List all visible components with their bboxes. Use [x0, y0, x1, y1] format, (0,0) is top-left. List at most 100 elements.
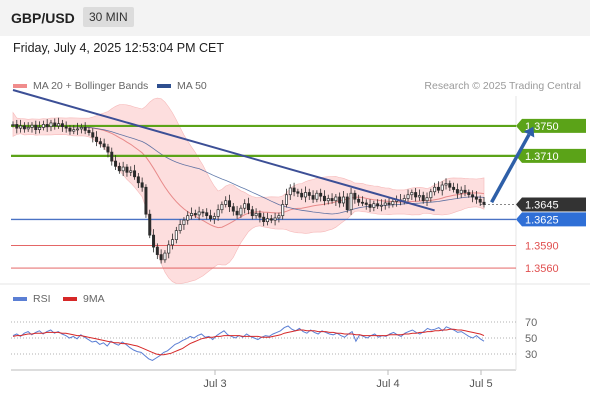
- candle-body: [140, 182, 144, 188]
- candle-body: [478, 198, 482, 203]
- candle-body: [482, 201, 486, 205]
- candle-body: [266, 218, 269, 223]
- candle-body: [136, 176, 140, 184]
- candle-body: [152, 234, 156, 248]
- candle-body: [193, 213, 197, 216]
- candle-body: [205, 212, 209, 217]
- candle-body: [296, 191, 300, 194]
- level-label-1.3625: 1.3625: [525, 214, 559, 226]
- candle-body: [417, 195, 421, 198]
- candle-body: [326, 198, 330, 202]
- candle-body: [364, 202, 368, 205]
- credit-text: Research © 2025 Trading Central: [424, 80, 581, 92]
- candle-body: [178, 224, 182, 231]
- candle-body: [76, 128, 80, 131]
- candle-body: [11, 124, 15, 126]
- rsi-series-9MA: [12, 328, 485, 356]
- candle-body: [288, 187, 292, 196]
- candle-body: [106, 146, 110, 153]
- candle-body: [391, 201, 395, 205]
- candle-body: [114, 160, 118, 167]
- candle-body: [201, 211, 205, 214]
- candle-body: [79, 127, 83, 130]
- candle-body: [360, 201, 364, 204]
- candle-body: [444, 183, 448, 186]
- candle-body: [209, 215, 213, 220]
- candle-body: [273, 217, 277, 221]
- candle-body: [303, 192, 307, 198]
- candle-body: [330, 198, 334, 202]
- candle-body: [414, 192, 418, 198]
- candle-body: [319, 192, 323, 197]
- candle-body: [387, 202, 391, 205]
- candle-body: [129, 170, 133, 173]
- timestamp: Friday, July 4, 2025 12:53:04 PM CET: [13, 41, 224, 55]
- level-tag-1.3625: [516, 212, 586, 227]
- candle-body: [448, 183, 452, 188]
- legend-9ma: 9MA: [63, 293, 105, 305]
- candle-body: [102, 143, 106, 148]
- candle-body: [433, 186, 437, 193]
- candle-body: [19, 125, 23, 129]
- candle-body: [357, 198, 361, 203]
- timeframe-button[interactable]: 30 MIN: [83, 7, 134, 27]
- level-label-1.3590: 1.3590: [525, 241, 559, 253]
- candle-body: [220, 204, 224, 211]
- candle-body: [269, 218, 273, 221]
- candle-body: [467, 192, 471, 196]
- x-tick-label: Jul 4: [376, 378, 399, 390]
- candle-body: [277, 215, 281, 219]
- legend-label-rsi: RSI: [33, 293, 51, 305]
- candle-body: [72, 129, 76, 132]
- legend-swatch-bollinger: [13, 84, 27, 88]
- candle-body: [425, 197, 429, 202]
- candle-body: [379, 204, 383, 207]
- candle-body: [421, 195, 425, 202]
- legend-swatch-ma50: [157, 84, 171, 88]
- candle-body: [30, 124, 34, 128]
- candle-body: [254, 213, 258, 217]
- candle-body: [474, 196, 478, 200]
- legend-label-ma50: MA 50: [177, 80, 207, 92]
- level-tag-1.3645: [516, 197, 586, 212]
- candle-body: [429, 191, 433, 199]
- candle-body: [455, 189, 459, 194]
- title-bar: GBP/USD 30 MIN: [0, 0, 590, 36]
- candle-body: [402, 198, 406, 202]
- legend-label-9ma: 9MA: [83, 293, 105, 305]
- candle-body: [57, 123, 61, 127]
- candle-body: [406, 194, 410, 199]
- candle-body: [383, 202, 387, 206]
- candle-body: [436, 186, 440, 191]
- forecast-arrow-shaft: [490, 133, 531, 204]
- legend-swatch-rsi: [13, 297, 27, 301]
- level-label-1.3560: 1.3560: [525, 263, 559, 275]
- candle-body: [376, 203, 380, 207]
- candle-body: [95, 136, 99, 142]
- level-label-1.3645: 1.3645: [525, 199, 559, 211]
- candle-body: [155, 246, 159, 255]
- candle-body: [167, 244, 171, 254]
- candle-body: [87, 130, 91, 134]
- candle-body: [311, 195, 315, 200]
- level-label-1.3710: 1.3710: [525, 151, 559, 163]
- candle-body: [41, 124, 45, 128]
- rsi-tick-50: 50: [525, 333, 537, 345]
- candle-body: [53, 122, 57, 127]
- candle-body: [64, 126, 68, 129]
- symbol-title: GBP/USD: [11, 10, 75, 26]
- candle-body: [372, 203, 376, 208]
- candle-body: [171, 239, 175, 246]
- candle-body: [159, 254, 163, 261]
- level-tag-1.3710: [516, 148, 586, 163]
- candle-body: [459, 189, 463, 194]
- candle-body: [338, 196, 342, 204]
- trendline: [12, 89, 435, 212]
- candle-body: [284, 194, 288, 205]
- candle-body: [300, 192, 304, 198]
- candle-body: [247, 203, 250, 211]
- legend-label-ma-bollinger: MA 20 + Bollinger Bands: [33, 80, 149, 92]
- candle-body: [110, 151, 114, 162]
- candle-body: [471, 194, 475, 198]
